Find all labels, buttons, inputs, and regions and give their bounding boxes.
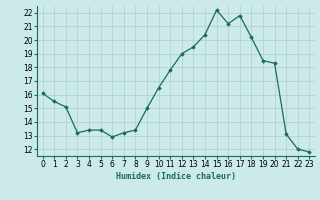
X-axis label: Humidex (Indice chaleur): Humidex (Indice chaleur) <box>116 172 236 181</box>
